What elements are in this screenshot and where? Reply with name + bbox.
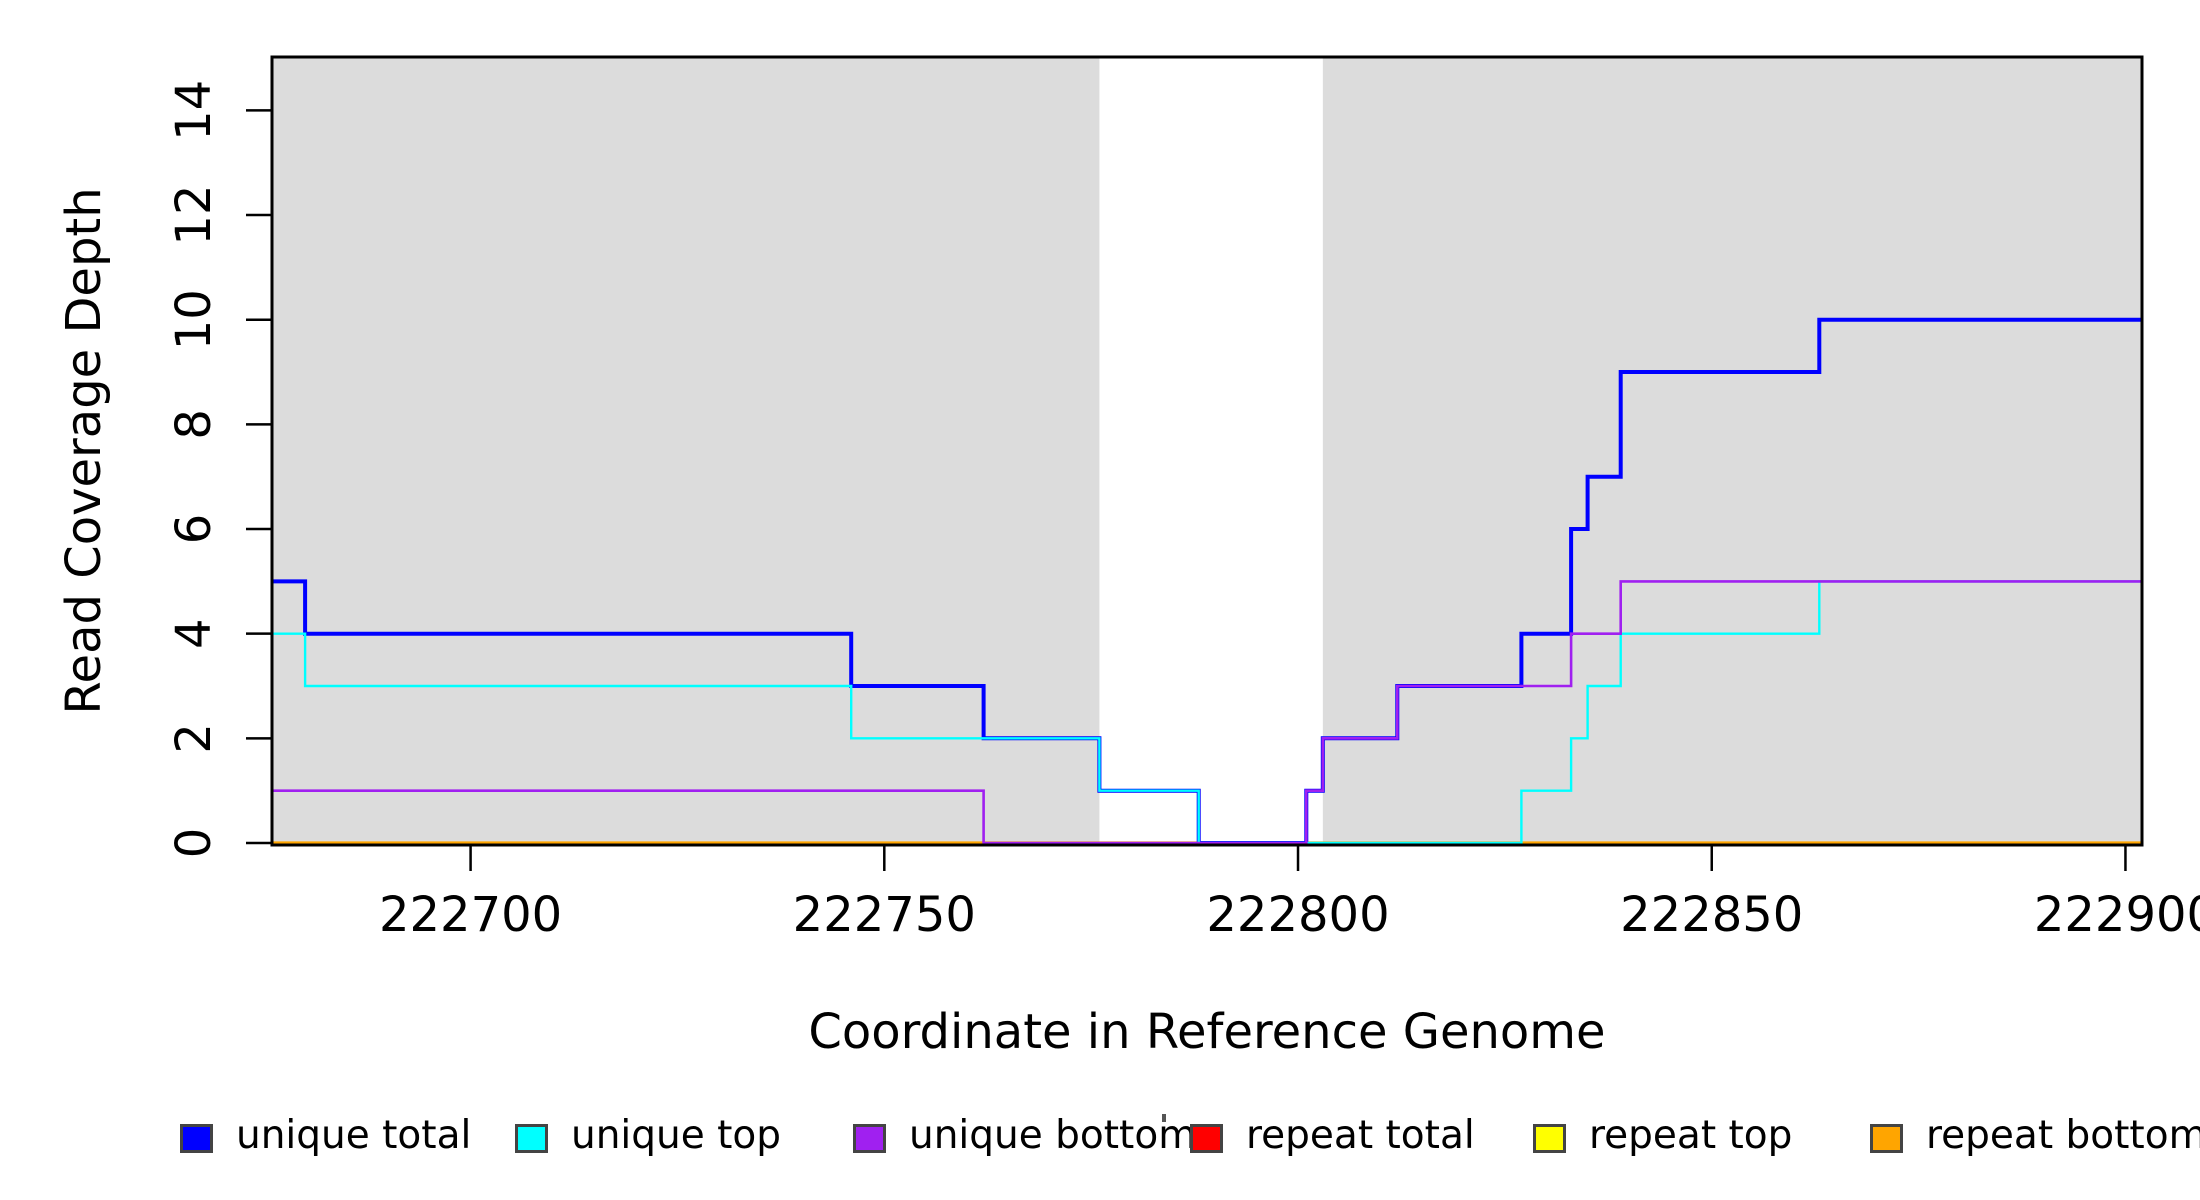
stray-mark: [1162, 1114, 1166, 1122]
plot-border: [270, 55, 2144, 847]
legend-label: repeat total: [1246, 1113, 1475, 1158]
x-axis-title: Coordinate in Reference Genome: [808, 1004, 1605, 1060]
legend-label: unique top: [571, 1113, 782, 1158]
legend-label: repeat top: [1589, 1113, 1793, 1158]
y-tick-label: 0: [166, 828, 222, 859]
legend-label: repeat bottom: [1926, 1113, 2200, 1158]
legend-swatch-unique-top: [515, 1124, 548, 1153]
x-tick-label: 222800: [1206, 887, 1389, 943]
y-tick-label: 10: [166, 289, 222, 350]
x-tick-label: 222700: [379, 887, 562, 943]
legend-swatch-unique-total: [180, 1124, 213, 1153]
repeat-region-right: [1322, 57, 2142, 845]
y-tick-label: 8: [166, 409, 222, 440]
legend-swatch-unique-bottom: [853, 1124, 886, 1153]
series-unique-top: [272, 580, 2142, 845]
x-tick-label: 222850: [1620, 887, 1803, 943]
legend-label: unique bottom: [909, 1113, 1197, 1158]
x-tick-label: 222900: [2034, 887, 2200, 943]
y-tick-label: 12: [166, 185, 222, 246]
repeat-region-left: [272, 57, 1100, 845]
x-tick-label: 222750: [793, 887, 976, 943]
y-tick-label: 14: [166, 80, 222, 141]
legend-swatch-repeat-total: [1190, 1124, 1223, 1153]
y-axis-title: Read Coverage Depth: [56, 187, 112, 714]
legend-label: unique total: [236, 1113, 472, 1158]
y-tick-label: 4: [166, 618, 222, 649]
legend-swatch-repeat-bottom: [1870, 1124, 1903, 1153]
y-tick-label: 2: [166, 723, 222, 754]
repeat-shaded-regions: [272, 57, 2142, 845]
series-lines: [272, 317, 2142, 845]
y-tick-label: 6: [166, 514, 222, 545]
legend-swatch-repeat-top: [1533, 1124, 1566, 1153]
x-axis: 222700 222750 222800 222850 222900: [379, 845, 2200, 943]
y-axis: 0 2 4 6 8 10 12 14: [166, 80, 272, 858]
series-unique-bottom: [272, 580, 2142, 845]
